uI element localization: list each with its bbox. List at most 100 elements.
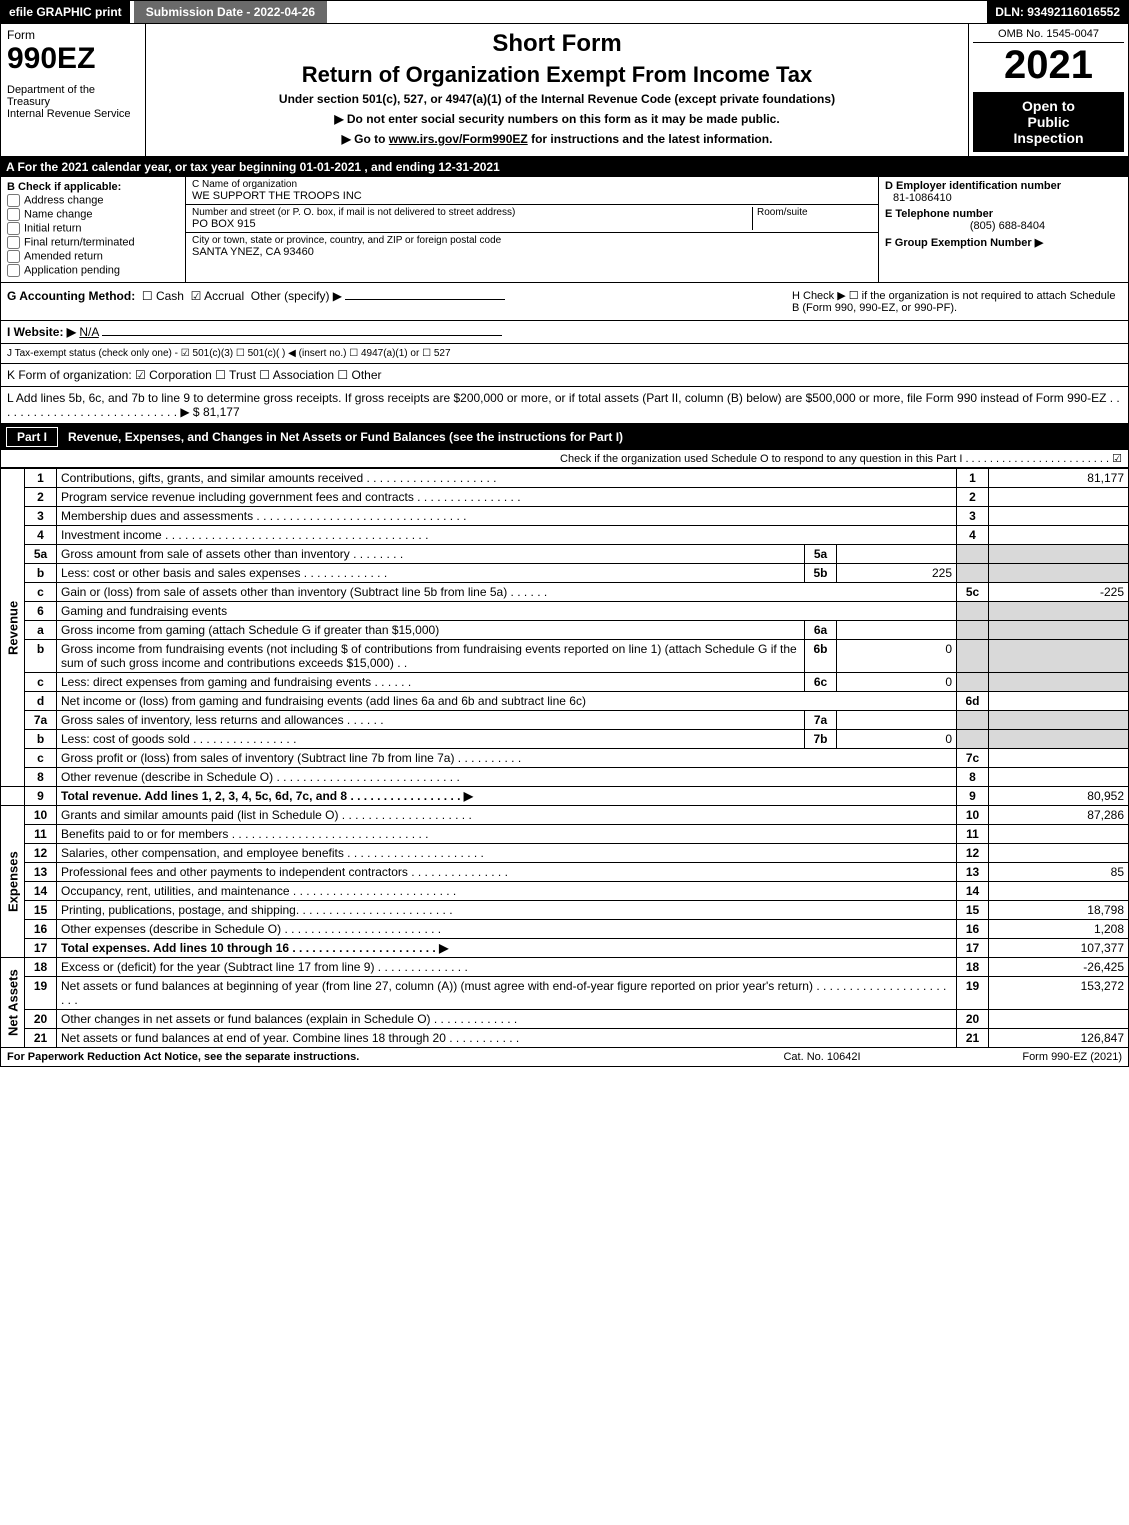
col-num: 13 — [957, 863, 989, 882]
line-desc: Benefits paid to or for members . . . . … — [57, 825, 957, 844]
checkbox-icon[interactable] — [7, 208, 20, 221]
cb-name-change[interactable]: Name change — [7, 208, 179, 221]
sub-box-val: 0 — [837, 640, 957, 673]
cb-application-pending[interactable]: Application pending — [7, 264, 179, 277]
line-num: b — [25, 640, 57, 673]
line-num: 5a — [25, 545, 57, 564]
checkbox-icon[interactable] — [7, 250, 20, 263]
cb-label: Address change — [24, 194, 104, 206]
col-num: 9 — [957, 787, 989, 806]
line-desc: Gain or (loss) from sale of assets other… — [57, 583, 957, 602]
sub-box-label: 5b — [805, 564, 837, 583]
line-num: 14 — [25, 882, 57, 901]
table-row: Revenue 1 Contributions, gifts, grants, … — [1, 469, 1129, 488]
org-street: PO BOX 915 — [192, 218, 752, 230]
table-row: b Gross income from fundraising events (… — [1, 640, 1129, 673]
line-desc: Gross income from gaming (attach Schedul… — [57, 621, 805, 640]
cb-initial-return[interactable]: Initial return — [7, 222, 179, 235]
sub-box-label: 7a — [805, 711, 837, 730]
shaded-cell — [957, 621, 989, 640]
efile-label[interactable]: efile GRAPHIC print — [1, 1, 130, 23]
table-row: 15 Printing, publications, postage, and … — [1, 901, 1129, 920]
line-desc: Other expenses (describe in Schedule O) … — [57, 920, 957, 939]
table-row: 7a Gross sales of inventory, less return… — [1, 711, 1129, 730]
irs: Internal Revenue Service — [7, 108, 139, 120]
table-row: c Less: direct expenses from gaming and … — [1, 673, 1129, 692]
table-row: 9 Total revenue. Add lines 1, 2, 3, 4, 5… — [1, 787, 1129, 806]
d-ein-label: D Employer identification number — [885, 180, 1122, 192]
part1-header: Part I Revenue, Expenses, and Changes in… — [0, 424, 1129, 450]
row-j: J Tax-exempt status (check only one) - ☑… — [0, 344, 1129, 364]
h-schedule-b: H Check ▶ ☐ if the organization is not r… — [792, 289, 1122, 314]
col-val — [989, 488, 1129, 507]
submission-date: Submission Date - 2022-04-26 — [134, 1, 327, 23]
line-desc: Gross sales of inventory, less returns a… — [57, 711, 805, 730]
short-form-title: Short Form — [152, 30, 962, 58]
footer-left: For Paperwork Reduction Act Notice, see … — [7, 1051, 722, 1063]
table-row: 12 Salaries, other compensation, and emp… — [1, 844, 1129, 863]
table-row: 4 Investment income . . . . . . . . . . … — [1, 526, 1129, 545]
line-num: 17 — [25, 939, 57, 958]
form-header: Form 990EZ Department of the Treasury In… — [0, 24, 1129, 157]
checkbox-icon[interactable] — [7, 264, 20, 277]
shaded-cell — [957, 673, 989, 692]
instr2-suffix: for instructions and the latest informat… — [528, 132, 773, 146]
col-val: -225 — [989, 583, 1129, 602]
shaded-cell — [957, 602, 989, 621]
sub-box-label: 6b — [805, 640, 837, 673]
col-val: 1,208 — [989, 920, 1129, 939]
line-desc: Gaming and fundraising events — [57, 602, 957, 621]
line-num: 20 — [25, 1010, 57, 1029]
line-desc: Salaries, other compensation, and employ… — [57, 844, 957, 863]
checkbox-icon[interactable] — [7, 222, 20, 235]
line-desc: Less: cost of goods sold . . . . . . . .… — [57, 730, 805, 749]
col-num: 12 — [957, 844, 989, 863]
table-row: c Gross profit or (loss) from sales of i… — [1, 749, 1129, 768]
section-bcdef: B Check if applicable: Address change Na… — [0, 177, 1129, 283]
b-heading: B Check if applicable: — [7, 181, 179, 193]
cb-address-change[interactable]: Address change — [7, 194, 179, 207]
shaded-cell — [989, 564, 1129, 583]
col-num: 21 — [957, 1029, 989, 1048]
shaded-cell — [957, 730, 989, 749]
line-desc: Other revenue (describe in Schedule O) .… — [57, 768, 957, 787]
table-row: 19 Net assets or fund balances at beginn… — [1, 977, 1129, 1010]
col-c: C Name of organization WE SUPPORT THE TR… — [186, 177, 878, 282]
row-gh: G Accounting Method: ☐ Cash ☑ Accrual Ot… — [0, 283, 1129, 321]
col-val: 153,272 — [989, 977, 1129, 1010]
form-number: 990EZ — [7, 42, 139, 76]
part1-table: Revenue 1 Contributions, gifts, grants, … — [0, 468, 1129, 1048]
col-val: -26,425 — [989, 958, 1129, 977]
inspection-1: Open to — [979, 98, 1118, 114]
table-row: 5a Gross amount from sale of assets othe… — [1, 545, 1129, 564]
sub-box-val — [837, 711, 957, 730]
footer: For Paperwork Reduction Act Notice, see … — [0, 1048, 1129, 1067]
line-num: 6 — [25, 602, 57, 621]
c-street-row: Number and street (or P. O. box, if mail… — [186, 205, 878, 233]
sub-box-label: 5a — [805, 545, 837, 564]
line-num: 10 — [25, 806, 57, 825]
dln: DLN: 93492116016552 — [987, 1, 1128, 23]
col-num: 15 — [957, 901, 989, 920]
table-row: a Gross income from gaming (attach Sched… — [1, 621, 1129, 640]
table-row: Expenses 10 Grants and similar amounts p… — [1, 806, 1129, 825]
line-num: 1 — [25, 469, 57, 488]
side-revenue: Revenue — [1, 469, 25, 787]
col-b: B Check if applicable: Address change Na… — [1, 177, 186, 282]
line-desc: Net assets or fund balances at end of ye… — [57, 1029, 957, 1048]
g-accrual: Accrual — [204, 289, 244, 303]
col-val — [989, 526, 1129, 545]
cb-amended[interactable]: Amended return — [7, 250, 179, 263]
line-desc: Occupancy, rent, utilities, and maintena… — [57, 882, 957, 901]
sub-box-label: 6a — [805, 621, 837, 640]
shaded-cell — [989, 640, 1129, 673]
row-k: K Form of organization: ☑ Corporation ☐ … — [0, 364, 1129, 387]
irs-link[interactable]: www.irs.gov/Form990EZ — [389, 132, 528, 146]
col-val — [989, 692, 1129, 711]
col-val: 107,377 — [989, 939, 1129, 958]
table-row: 11 Benefits paid to or for members . . .… — [1, 825, 1129, 844]
checkbox-icon[interactable] — [7, 236, 20, 249]
cb-final-return[interactable]: Final return/terminated — [7, 236, 179, 249]
checkbox-icon[interactable] — [7, 194, 20, 207]
col-val: 81,177 — [989, 469, 1129, 488]
